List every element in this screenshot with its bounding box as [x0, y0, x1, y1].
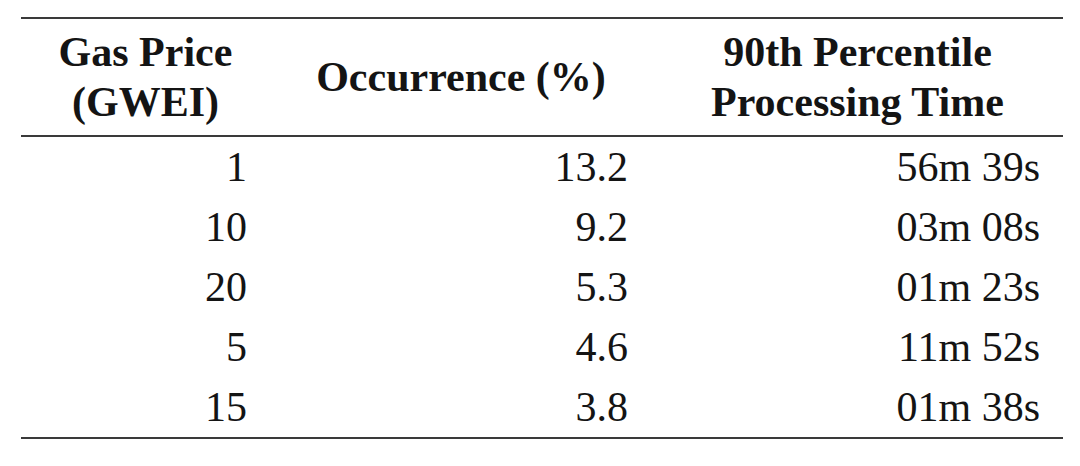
header-row: Gas Price (GWEI) Occurrence (%) 90th Per… [21, 18, 1063, 136]
col-header-gas-price: Gas Price (GWEI) [21, 18, 270, 136]
cell-occurrence: 3.8 [270, 377, 652, 438]
table-row: 5 4.6 11m 52s [21, 317, 1063, 377]
cell-processing-time: 11m 52s [652, 317, 1063, 377]
col-header-processing-time: 90th Percentile Processing Time [652, 18, 1063, 136]
cell-processing-time: 03m 08s [652, 197, 1063, 257]
cell-occurrence: 13.2 [270, 136, 652, 197]
col-header-gas-price-line2: (GWEI) [21, 77, 270, 127]
col-header-processing-time-line1: 90th Percentile [652, 27, 1063, 77]
cell-gas-price: 5 [21, 317, 270, 377]
table-row: 15 3.8 01m 38s [21, 377, 1063, 438]
cell-gas-price: 20 [21, 257, 270, 317]
col-header-processing-time-line2: Processing Time [652, 77, 1063, 127]
cell-processing-time: 01m 38s [652, 377, 1063, 438]
cell-processing-time: 01m 23s [652, 257, 1063, 317]
cell-gas-price: 1 [21, 136, 270, 197]
cell-occurrence: 4.6 [270, 317, 652, 377]
col-header-occurrence: Occurrence (%) [270, 18, 652, 136]
table-row: 20 5.3 01m 23s [21, 257, 1063, 317]
paper-table-figure: Gas Price (GWEI) Occurrence (%) 90th Per… [0, 0, 1080, 466]
cell-processing-time: 56m 39s [652, 136, 1063, 197]
table-row: 10 9.2 03m 08s [21, 197, 1063, 257]
cell-occurrence: 5.3 [270, 257, 652, 317]
col-header-occurrence-line1: Occurrence (%) [270, 52, 652, 102]
cell-gas-price: 10 [21, 197, 270, 257]
gas-price-occurrence-table: Gas Price (GWEI) Occurrence (%) 90th Per… [21, 17, 1063, 439]
cell-occurrence: 9.2 [270, 197, 652, 257]
cell-gas-price: 15 [21, 377, 270, 438]
table-row: 1 13.2 56m 39s [21, 136, 1063, 197]
col-header-gas-price-line1: Gas Price [21, 27, 270, 77]
